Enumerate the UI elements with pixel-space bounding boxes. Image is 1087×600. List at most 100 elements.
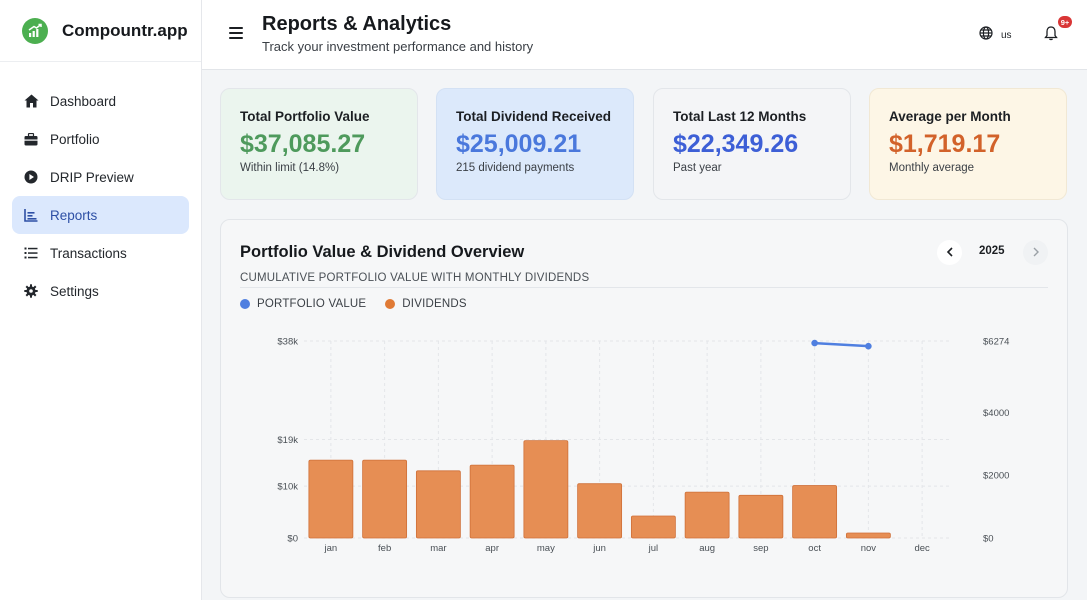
x-axis-tick-label: nov (861, 543, 877, 554)
sidebar-item-label: Dashboard (50, 93, 117, 109)
stat-card-average-per-month: Average per Month $1,719.17 Monthly aver… (869, 88, 1067, 200)
stat-card-note: Monthly average (889, 162, 975, 174)
next-year-button[interactable] (1023, 240, 1048, 265)
left-axis-tick-label: $10k (277, 482, 298, 493)
stat-card-note: Within limit (14.8%) (240, 162, 340, 174)
left-axis-tick-label: $38k (277, 337, 298, 348)
legend-label: PORTFOLIO VALUE (257, 298, 367, 310)
x-axis-tick-label: jan (324, 543, 338, 554)
language-label: us (1001, 30, 1012, 41)
x-axis-tick-label: may (537, 543, 555, 554)
right-axis-tick-label: $2000 (983, 471, 1009, 482)
stat-card-title: Total Dividend Received (456, 109, 612, 124)
stat-card-title: Average per Month (889, 109, 1011, 124)
legend-swatch (240, 299, 250, 309)
stat-card-title: Total Last 12 Months (673, 109, 807, 124)
dividend-bar-may (523, 440, 569, 539)
x-axis-tick-label: aug (699, 543, 715, 554)
chevron-left-icon (946, 244, 954, 262)
home-icon (23, 93, 39, 109)
dividend-bar-aug (684, 491, 730, 539)
sidebar-item-transactions[interactable]: Transactions (12, 234, 189, 272)
gear-icon (23, 283, 39, 299)
stat-card-note: Past year (673, 162, 722, 174)
dividend-bar-sep (738, 494, 784, 539)
year-label: 2025 (979, 245, 1005, 257)
top-header: Reports & Analytics Track your investmen… (202, 0, 1087, 70)
sidebar-item-label: Transactions (50, 245, 127, 261)
sidebar-item-settings[interactable]: Settings (12, 272, 189, 310)
left-axis-tick-label: $19k (277, 435, 298, 446)
x-axis-tick-label: feb (378, 543, 391, 554)
sidebar-item-label: Reports (50, 207, 98, 223)
combo-chart: $0 $10k $19k $38k $0 $2000 $4000 $6274 jan feb mar… (277, 337, 1009, 555)
sidebar-item-label: Settings (50, 283, 99, 299)
chart-panel-subtitle: CUMULATIVE PORTFOLIO VALUE WITH MONTHLY … (240, 272, 590, 284)
x-axis-tick-label: sep (753, 543, 768, 554)
right-axis-tick-label: $4000 (983, 408, 1009, 419)
dividend-bar-jan (308, 459, 354, 539)
chart-growth-icon (22, 17, 48, 44)
stat-card-total-portfolio-value: Total Portfolio Value $37,085.27 Within … (220, 88, 418, 200)
brand-name: Compountr.app (62, 20, 188, 40)
stat-card-value: $25,009.21 (456, 130, 582, 158)
dividend-bar-apr (469, 464, 515, 539)
x-axis-tick-label: jul (648, 543, 659, 554)
dividend-bar-feb (362, 459, 408, 539)
sidebar-nav: Dashboard Portfolio DRIP Preview Reports… (0, 62, 201, 310)
divider (240, 287, 1048, 288)
portfolio-value-point (811, 339, 818, 347)
chart-legend: PORTFOLIO VALUE DIVIDENDS (240, 298, 486, 310)
sidebar-item-dashboard[interactable]: Dashboard (12, 82, 189, 120)
stat-card-note: 215 dividend payments (456, 162, 575, 174)
x-axis-tick-label: jun (592, 543, 606, 554)
brand[interactable]: Compountr.app (0, 0, 201, 62)
stat-card-total-last-12-months: Total Last 12 Months $22,349.26 Past yea… (653, 88, 851, 200)
x-axis-tick-label: dec (914, 543, 930, 554)
notifications-button[interactable] (1044, 26, 1060, 42)
legend-label: DIVIDENDS (402, 298, 467, 310)
page-subtitle: Track your investment performance and hi… (262, 39, 534, 54)
list-icon (23, 245, 39, 261)
globe-icon (979, 26, 993, 45)
chevron-right-icon (1032, 244, 1040, 262)
left-axis-tick-label: $0 (287, 534, 298, 545)
x-axis-tick-label: mar (430, 543, 446, 554)
sidebar-item-reports[interactable]: Reports (12, 196, 189, 234)
bell-icon (1044, 26, 1058, 45)
x-axis-tick-label: oct (808, 543, 821, 554)
x-axis-tick-label: apr (485, 543, 499, 554)
dividend-bar-jul (630, 515, 676, 539)
dividend-bar-jun (577, 483, 623, 539)
sidebar-item-label: DRIP Preview (50, 169, 134, 185)
play-circle-icon (23, 169, 39, 185)
sidebar-item-drip-preview[interactable]: DRIP Preview (12, 158, 189, 196)
language-selector[interactable]: us (979, 26, 1012, 45)
right-axis-tick-label: $6274 (983, 337, 1009, 348)
sidebar-item-portfolio[interactable]: Portfolio (12, 120, 189, 158)
legend-item-dividends[interactable]: DIVIDENDS (385, 298, 467, 310)
hamburger-menu-icon[interactable] (229, 27, 243, 41)
page-title: Reports & Analytics (262, 13, 452, 35)
legend-swatch (385, 299, 396, 309)
previous-year-button[interactable] (937, 240, 962, 265)
stat-card-value: $22,349.26 (673, 130, 799, 158)
sidebar-item-label: Portfolio (50, 131, 100, 147)
dividend-bar-mar (415, 470, 461, 539)
sidebar: Compountr.app Dashboard Portfolio DRIP P… (0, 0, 202, 600)
notification-badge: 9+ (1058, 16, 1072, 28)
right-axis-tick-label: $0 (983, 534, 994, 545)
stat-card-value: $1,719.17 (889, 130, 1001, 158)
chart-panel: Portfolio Value & Dividend Overview 2025… (220, 219, 1068, 598)
dividend-bar-nov (845, 532, 891, 539)
stat-card-value: $37,085.27 (240, 130, 366, 158)
bar-chart-icon (23, 207, 39, 223)
legend-item-portfolio-value[interactable]: PORTFOLIO VALUE (240, 298, 366, 310)
stat-card-total-dividend-received: Total Dividend Received $25,009.21 215 d… (436, 88, 634, 200)
chart-panel-title: Portfolio Value & Dividend Overview (240, 243, 525, 261)
briefcase-icon (23, 131, 39, 147)
dividend-bar-oct (792, 485, 838, 539)
portfolio-value-point (865, 342, 872, 350)
stat-card-title: Total Portfolio Value (240, 109, 370, 124)
portfolio-value-line (814, 341, 869, 348)
